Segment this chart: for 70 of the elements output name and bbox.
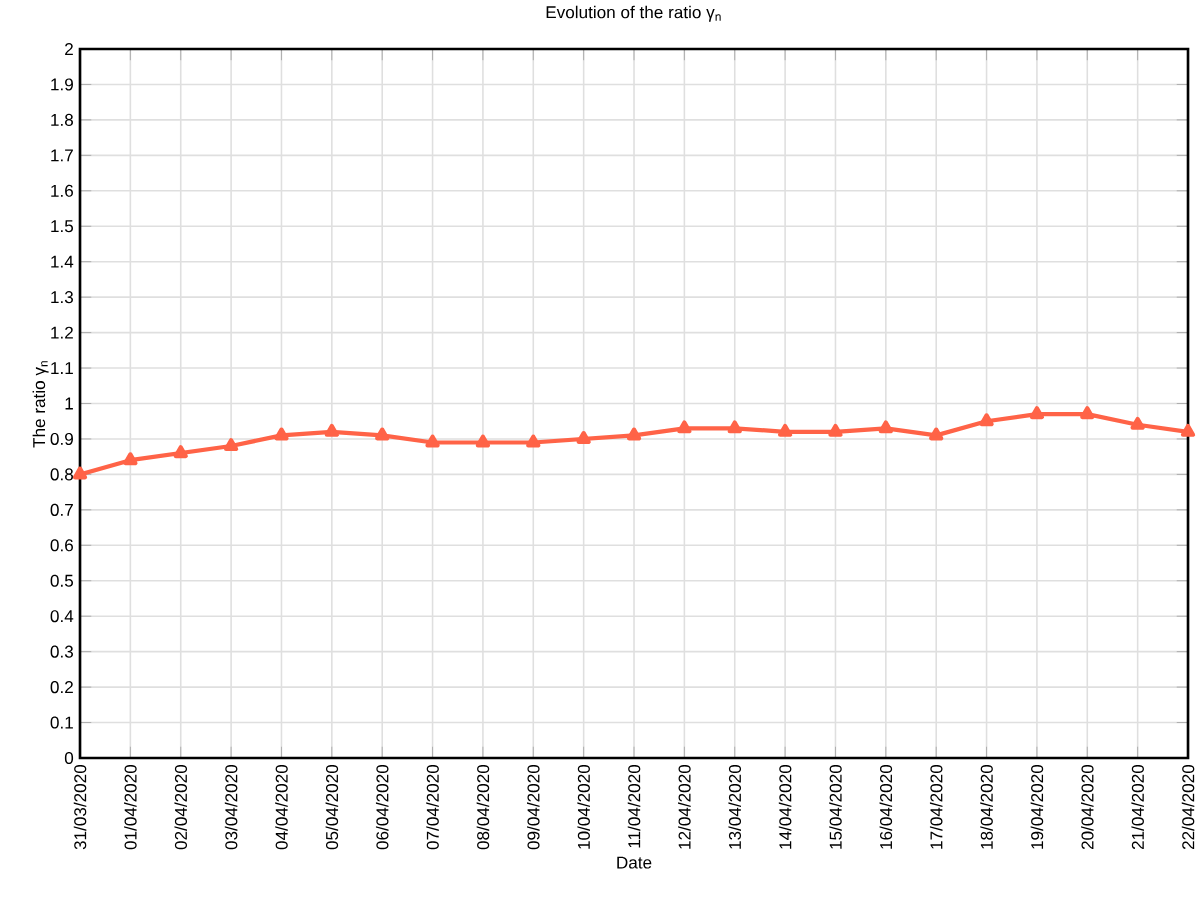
y-tick-label: 1.5 bbox=[51, 220, 74, 233]
x-tick-label: 19/04/2020 bbox=[1030, 764, 1044, 849]
point bbox=[677, 420, 692, 434]
x-tick-label: 14/04/2020 bbox=[778, 764, 792, 849]
y-tick-label: 1.1 bbox=[51, 362, 73, 374]
y-tick-label: 1.9 bbox=[51, 78, 73, 91]
x-axis-title: Date bbox=[617, 856, 652, 869]
x-tick-label: 17/04/2020 bbox=[929, 764, 943, 849]
y-tick-label: 0.1 bbox=[50, 716, 73, 729]
point bbox=[727, 420, 742, 434]
point bbox=[72, 466, 88, 480]
point bbox=[173, 445, 188, 459]
point bbox=[576, 431, 591, 444]
point bbox=[123, 452, 138, 466]
y-tick-label: 1.8 bbox=[51, 113, 73, 126]
y-tick-label: 0.3 bbox=[50, 645, 73, 658]
y-tick-label: 1.4 bbox=[51, 255, 74, 268]
x-tick-label: 13/04/2020 bbox=[728, 764, 742, 849]
x-tick-label: 18/04/2020 bbox=[980, 764, 993, 849]
y-tick-label: 1.3 bbox=[51, 291, 73, 304]
x-tick-label: 12/04/2020 bbox=[678, 764, 691, 849]
point bbox=[223, 438, 239, 452]
point bbox=[626, 427, 642, 441]
point bbox=[1130, 416, 1145, 430]
point bbox=[828, 423, 843, 437]
x-tick-label: 07/04/2020 bbox=[426, 764, 439, 850]
x-tick-label: 22/04/2020 bbox=[1181, 764, 1195, 850]
x-tick-label: 09/04/2020 bbox=[527, 764, 540, 850]
x-tick-label: 04/04/2020 bbox=[275, 764, 288, 850]
point bbox=[979, 413, 994, 427]
y-tick-label: 1 bbox=[65, 397, 73, 410]
x-tick-label: 08/04/2020 bbox=[476, 764, 490, 850]
x-tick-label: 02/04/2020 bbox=[174, 764, 188, 850]
point bbox=[274, 427, 289, 441]
y-tick-label: 0.7 bbox=[50, 503, 73, 516]
x-tick-label: 05/04/2020 bbox=[325, 764, 339, 850]
y-tick-label: 0.8 bbox=[50, 468, 73, 481]
y-tick-label: 1.7 bbox=[51, 149, 73, 162]
x-tick-label: 03/04/2020 bbox=[224, 764, 238, 850]
point bbox=[777, 423, 793, 437]
y-tick-label: 0.4 bbox=[50, 610, 74, 623]
x-tick-label: 15/04/2020 bbox=[829, 764, 842, 849]
x-tick-label: 11/04/2020 bbox=[627, 764, 641, 848]
point bbox=[425, 434, 440, 448]
x-tick-label: 10/04/2020 bbox=[577, 764, 590, 849]
point bbox=[929, 427, 944, 441]
point bbox=[1080, 406, 1095, 420]
y-tick-label: 0 bbox=[64, 751, 74, 765]
point bbox=[878, 420, 893, 434]
y-tick-label: 1.6 bbox=[51, 184, 73, 197]
x-tick-label: 31/03/2020 bbox=[73, 764, 87, 850]
x-tick-label: 21/04/2020 bbox=[1131, 764, 1144, 850]
x-tick-label: 16/04/2020 bbox=[879, 764, 893, 849]
point bbox=[324, 423, 339, 437]
point bbox=[526, 434, 541, 448]
x-tick-label: 06/04/2020 bbox=[375, 764, 389, 850]
point bbox=[1180, 423, 1196, 437]
point bbox=[475, 434, 491, 448]
y-tick-label: 0.6 bbox=[50, 539, 73, 552]
x-tick-label: 20/04/2020 bbox=[1081, 764, 1094, 850]
y-tick-label: 0.2 bbox=[50, 681, 73, 694]
y-axis-title: The ratio γ$_{n}$ bbox=[32, 361, 49, 448]
y-tick-label: 1.2 bbox=[51, 326, 73, 339]
chart-title: Evolution of the ratio γ$_{n}$ bbox=[546, 5, 721, 22]
x-tick-label: 01/04/2020 bbox=[124, 764, 137, 850]
y-tick-label: 2 bbox=[65, 43, 73, 55]
y-tick-label: 0.9 bbox=[50, 432, 73, 446]
point bbox=[375, 427, 390, 441]
point bbox=[1029, 406, 1045, 420]
y-tick-label: 0.5 bbox=[50, 574, 74, 587]
